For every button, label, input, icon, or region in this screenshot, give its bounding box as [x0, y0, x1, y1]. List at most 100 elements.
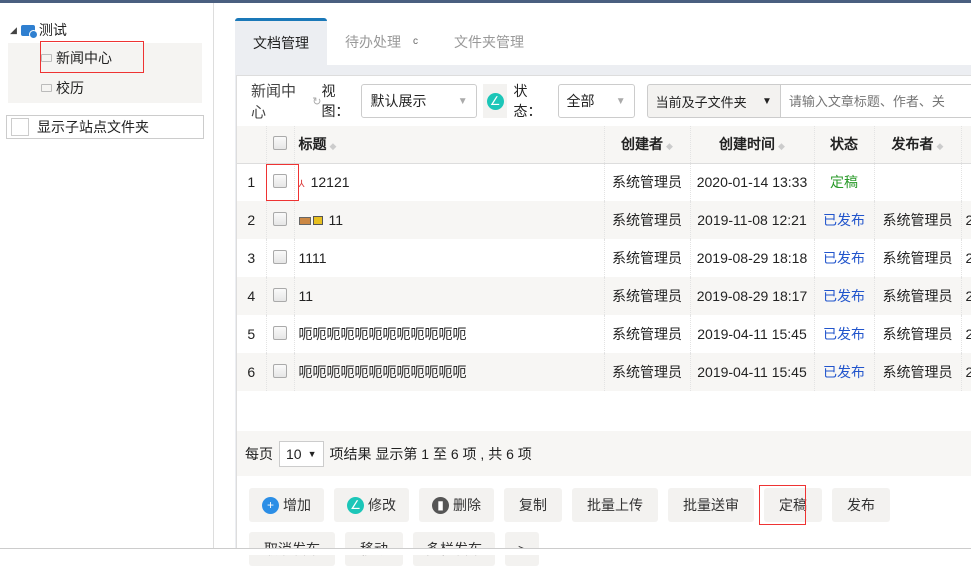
status-select[interactable]: 全部 ▼: [557, 84, 635, 118]
row-created-time: 2019-11-08 12:21: [690, 201, 815, 239]
edit-view-button[interactable]: ∠: [482, 84, 508, 118]
row-created-time: 2019-08-29 18:17: [690, 277, 815, 315]
row-select[interactable]: [266, 277, 295, 315]
per-page-label: 每页: [245, 445, 273, 462]
table-row[interactable]: 1 ⅄ 12121 系统管理员 2020-01-14 13:33 定稿: [237, 163, 971, 201]
view-select[interactable]: 默认展示 ▼: [361, 84, 477, 118]
action-button-0[interactable]: + 增加: [249, 488, 324, 522]
col-index: [237, 126, 267, 164]
action-button-1[interactable]: ∠ 修改: [334, 488, 409, 522]
row-publisher: [874, 163, 962, 201]
row-checkbox[interactable]: [273, 211, 287, 226]
caret-down-icon: ▼: [762, 95, 772, 107]
row-title[interactable]: 1111: [294, 239, 605, 277]
row-index: 1: [237, 163, 267, 201]
tree-root-label: 测试: [38, 22, 67, 38]
header-label: 创建者: [621, 136, 664, 153]
button-label: 定稿: [779, 497, 807, 513]
highlight-box: [40, 41, 144, 73]
row-select[interactable]: [266, 163, 295, 201]
title-link[interactable]: 1111: [298, 250, 327, 266]
row-creator: 系统管理员: [604, 315, 691, 353]
action-button-6[interactable]: 定稿: [764, 488, 822, 522]
status-value: 全部: [566, 93, 595, 109]
show-subsite-folders-checkbox[interactable]: 显示子站点文件夹: [6, 115, 204, 139]
document-table: 标题 ◆ 创建者 ◆ 创建时间 ◆ 状态 发布者 ◆ 1 ⅄ 12121 系统管理员 20…: [237, 126, 971, 391]
row-checkbox[interactable]: [273, 287, 287, 302]
col-creator[interactable]: 创建者 ◆: [604, 126, 691, 164]
col-title[interactable]: 标题 ◆: [294, 126, 605, 164]
row-select[interactable]: [266, 239, 295, 277]
row-index: 4: [237, 277, 267, 315]
title-link[interactable]: 呃呃呃呃呃呃呃呃呃呃呃呃: [298, 364, 467, 380]
edit-icon: ∠: [347, 496, 364, 514]
checkbox[interactable]: [11, 118, 29, 136]
table-row[interactable]: 6 呃呃呃呃呃呃呃呃呃呃呃呃 系统管理员 2019-04-11 15:45 已发…: [237, 353, 971, 391]
title-link[interactable]: 11: [298, 288, 314, 304]
table-row[interactable]: 4 11 系统管理员 2019-08-29 18:17 已发布 系统管理员 2: [237, 277, 971, 315]
sort-icon: ◆: [666, 141, 673, 152]
row-title[interactable]: 呃呃呃呃呃呃呃呃呃呃呃呃: [294, 315, 605, 353]
row-status: 已发布: [814, 239, 875, 277]
table-row[interactable]: 3 1111 系统管理员 2019-08-29 18:18 已发布 系统管理员 …: [237, 239, 971, 277]
row-created-time: 2020-01-14 13:33: [690, 163, 815, 201]
table-row[interactable]: 2 11 系统管理员 2019-11-08 12:21 已发布 系统管理员 2: [237, 201, 971, 239]
title-link[interactable]: 12121: [310, 174, 350, 191]
row-publisher: 系统管理员: [874, 201, 962, 239]
refresh-icon[interactable]: ↻: [312, 95, 322, 108]
folder-icon: [41, 54, 52, 62]
header-label: 标题: [298, 136, 327, 153]
row-status: 已发布: [814, 277, 875, 315]
row-publisher: 系统管理员: [874, 353, 962, 391]
button-label: 修改: [368, 497, 396, 513]
col-status: 状态: [814, 126, 875, 164]
pdf-icon: ⅄: [298, 179, 305, 191]
expand-triangle-icon[interactable]: ◢: [10, 24, 17, 35]
tab-bar: 文档管理 待办处理 c 文件夹管理: [235, 15, 971, 65]
row-title[interactable]: 呃呃呃呃呃呃呃呃呃呃呃呃: [294, 353, 605, 391]
page-size-select[interactable]: 10 ▼: [279, 440, 324, 467]
row-title[interactable]: 11: [294, 277, 605, 315]
row-title[interactable]: ⅄ 12121: [294, 163, 605, 201]
row-more: 2: [961, 353, 971, 391]
row-created-time: 2019-08-29 18:18: [690, 239, 815, 277]
tab-todo[interactable]: 待办处理 c: [327, 18, 436, 65]
action-button-2[interactable]: ▮ 删除: [419, 488, 494, 522]
row-index: 2: [237, 201, 267, 239]
trash-icon: ▮: [432, 496, 449, 514]
row-checkbox[interactable]: [273, 173, 287, 188]
scope-select[interactable]: 当前及子文件夹 ▼: [646, 84, 781, 118]
row-title[interactable]: 11: [294, 201, 605, 239]
row-checkbox[interactable]: [273, 363, 287, 378]
row-checkbox[interactable]: [273, 249, 287, 264]
col-created-time[interactable]: 创建时间 ◆: [690, 126, 815, 164]
title-link[interactable]: 11: [328, 212, 344, 228]
row-select[interactable]: [266, 353, 295, 391]
tree-root[interactable]: ◢ 测试: [10, 20, 67, 40]
button-label: 删除: [453, 497, 481, 513]
row-select[interactable]: [266, 201, 295, 239]
action-button-7[interactable]: 发布: [832, 488, 890, 522]
action-button-3[interactable]: 复制: [504, 488, 562, 522]
view-value: 默认展示: [370, 93, 427, 109]
col-publisher[interactable]: 发布者 ◆: [874, 126, 962, 164]
status-label: 状态：: [513, 83, 542, 119]
highlight-box: [759, 485, 806, 525]
table-row[interactable]: 5 呃呃呃呃呃呃呃呃呃呃呃呃 系统管理员 2019-04-11 15:45 已发…: [237, 315, 971, 353]
row-checkbox[interactable]: [273, 325, 287, 340]
select-all-checkbox[interactable]: [273, 135, 287, 150]
document-panel: 新闻中心 ↻ 视图： 默认展示▼ ∠ 状态： 全部▼ 当前及子文件夹▼ 标题◆ …: [236, 75, 971, 566]
row-select[interactable]: [266, 315, 295, 353]
action-button-5[interactable]: 批量送审: [668, 488, 754, 522]
refresh-icon[interactable]: c: [413, 36, 418, 47]
title-link[interactable]: 呃呃呃呃呃呃呃呃呃呃呃呃: [298, 326, 467, 342]
action-button-4[interactable]: 批量上传: [572, 488, 658, 522]
row-creator: 系统管理员: [604, 201, 691, 239]
button-label: 增加: [283, 497, 311, 513]
tab-documents[interactable]: 文档管理: [235, 18, 327, 65]
tree-node-calendar[interactable]: 校历: [8, 73, 202, 103]
tab-folders[interactable]: 文件夹管理: [454, 33, 524, 50]
search-input[interactable]: [780, 84, 971, 118]
row-created-time: 2019-04-11 15:45: [690, 315, 815, 353]
pagination-info: 项结果 显示第 1 至 6 项 , 共 6 项: [329, 445, 532, 462]
